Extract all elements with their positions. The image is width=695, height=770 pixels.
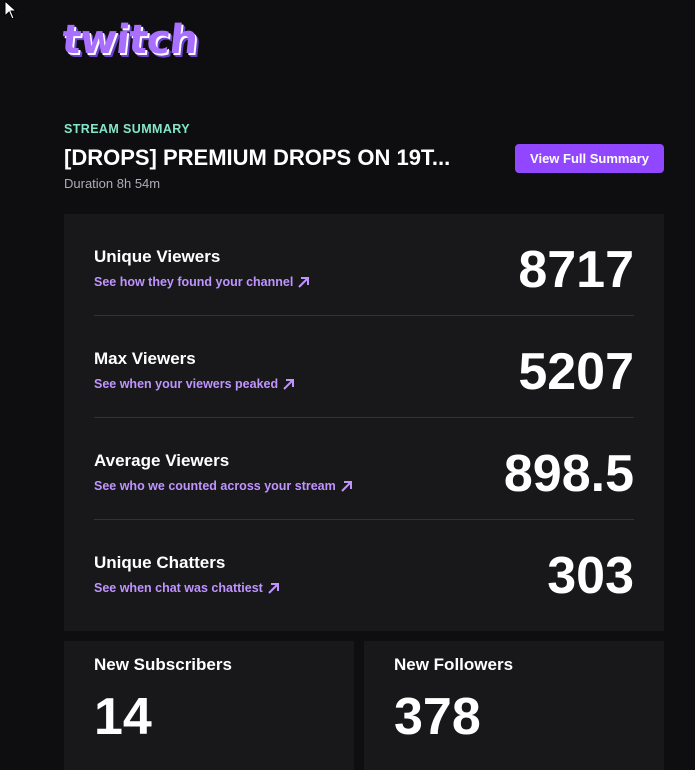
view-full-summary-button[interactable]: View Full Summary bbox=[515, 144, 664, 173]
arrow-up-right-icon bbox=[341, 480, 352, 492]
arrow-up-right-icon bbox=[283, 378, 295, 390]
stat-link-text: See who we counted across your stream bbox=[94, 479, 336, 493]
stat-value: 303 bbox=[547, 547, 634, 605]
summary-card-label: New Followers bbox=[394, 655, 514, 674]
stats-card: Unique Viewers See how they found your c… bbox=[64, 214, 664, 631]
twitch-logo[interactable]: twitch bbox=[59, 17, 200, 64]
arrow-up-right-icon bbox=[298, 276, 310, 288]
section-eyebrow: STREAM SUMMARY bbox=[64, 122, 190, 136]
stat-row-unique-chatters: Unique Chatters See when chat was chatti… bbox=[94, 520, 634, 622]
stat-value: 5207 bbox=[518, 343, 634, 401]
stat-label: Average Viewers bbox=[94, 451, 230, 470]
new-subscribers-card: New Subscribers 14 bbox=[64, 641, 354, 770]
twitch-logo-text: twitch bbox=[59, 17, 200, 63]
mouse-cursor-icon bbox=[4, 0, 18, 20]
summary-card-value: 378 bbox=[394, 688, 481, 746]
stat-label: Max Viewers bbox=[94, 349, 196, 368]
stat-row-max-viewers: Max Viewers See when your viewers peaked… bbox=[94, 316, 634, 418]
summary-card-label: New Subscribers bbox=[94, 655, 232, 674]
stream-duration: Duration 8h 54m bbox=[64, 176, 161, 191]
stat-link-average-viewers[interactable]: See who we counted across your stream bbox=[94, 479, 353, 493]
stat-link-unique-chatters[interactable]: See when chat was chattiest bbox=[94, 581, 280, 595]
stat-link-text: See how they found your channel bbox=[94, 275, 294, 289]
stat-value: 8717 bbox=[518, 241, 634, 299]
stat-value: 898.5 bbox=[503, 445, 634, 503]
stat-row-unique-viewers: Unique Viewers See how they found your c… bbox=[94, 214, 634, 316]
stat-link-text: See when chat was chattiest bbox=[94, 581, 263, 595]
stat-link-text: See when your viewers peaked bbox=[94, 377, 279, 391]
stat-link-max-viewers[interactable]: See when your viewers peaked bbox=[94, 377, 295, 391]
stream-title: [DROPS] PREMIUM DROPS ON 19T... bbox=[64, 145, 451, 170]
new-followers-card: New Followers 378 bbox=[364, 641, 664, 770]
stat-row-average-viewers: Average Viewers See who we counted acros… bbox=[94, 418, 634, 520]
stat-label: Unique Chatters bbox=[94, 553, 226, 572]
arrow-up-right-icon bbox=[268, 582, 279, 594]
stat-label: Unique Viewers bbox=[94, 247, 221, 266]
summary-card-value: 14 bbox=[94, 688, 152, 746]
stat-link-unique-viewers[interactable]: See how they found your channel bbox=[94, 275, 310, 289]
